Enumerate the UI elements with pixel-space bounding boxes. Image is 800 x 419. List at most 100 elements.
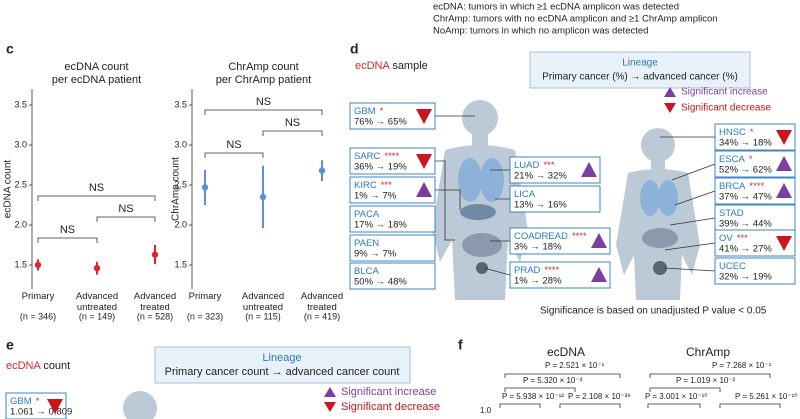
cancer-name: BLCA	[354, 266, 379, 277]
chart-title: ecDNA count	[64, 61, 128, 73]
n-label: (n = 346)	[20, 311, 56, 321]
sig-label: NS	[285, 117, 300, 129]
legend-label: Significant decrease	[341, 401, 440, 413]
box	[349, 205, 436, 233]
stars: ***	[543, 160, 554, 171]
title-word: count	[43, 360, 70, 372]
change: 50% → 48%	[354, 277, 407, 288]
name: BLCA	[354, 266, 379, 277]
cancer-name: BRCA ****	[719, 181, 764, 192]
cancer-box: GBM *76% → 65%	[349, 102, 436, 130]
change: 13% → 16%	[514, 200, 567, 211]
change: 1% → 7%	[354, 191, 397, 202]
name: BRCA	[719, 181, 746, 192]
brackets	[499, 373, 781, 408]
decrease-icon	[47, 399, 63, 414]
cancer-box: KIRC ***1% → 7%	[349, 176, 436, 204]
decrease-icon	[416, 154, 432, 169]
box	[349, 262, 436, 290]
name: GBM	[10, 396, 32, 407]
panel-title: ecDNA count	[6, 360, 70, 372]
note: ecDNA: tumors in which ≥1 ecDNA amplicon…	[433, 2, 679, 13]
stars: *	[36, 396, 40, 407]
cancer-name: GBM *	[10, 396, 40, 407]
cancer-box: COADREAD **** 3% → 18%	[509, 227, 611, 255]
name: COADREAD	[514, 231, 568, 242]
cancer-name: LUAD ***	[514, 160, 555, 171]
lineage-text: Primary cancer (%) → advanced cancer (%)	[542, 72, 738, 83]
name: ESCA	[719, 154, 746, 165]
change: 21% → 32%	[514, 171, 567, 182]
name: KIRC	[354, 180, 377, 191]
point	[34, 261, 42, 269]
y-tick-label: 2.5	[174, 179, 187, 189]
legend-label: Significant increase	[681, 87, 768, 98]
cancer-name: LICA	[514, 189, 536, 200]
chart-title: per ecDNA patient	[52, 74, 141, 86]
lineage-text: Primary cancer count → advanced cancer c…	[165, 366, 400, 378]
decrease-icon	[324, 402, 336, 412]
change: 34% → 18%	[719, 138, 772, 149]
stars: ***	[381, 180, 392, 191]
sig-bracket	[204, 109, 323, 115]
cancer-name: PACA	[354, 209, 380, 220]
panel-label: d	[350, 41, 359, 57]
sig-bracket	[37, 195, 156, 201]
y-tick-label: 3.5	[14, 99, 27, 109]
chart-title: per ChrAmp patient	[216, 74, 311, 86]
name: PACA	[354, 209, 380, 220]
sig-label: NS	[60, 224, 75, 236]
x-tick-label: Advanced untreated	[75, 291, 119, 313]
footnote: Significance is based on unadjusted P va…	[540, 306, 767, 317]
change: 39% → 44%	[719, 219, 772, 230]
cancer-name: STAD	[719, 208, 744, 219]
n-label: (n = 528)	[137, 311, 173, 321]
cancer-box: HNSC *34% → 18%	[714, 123, 796, 151]
stars: *	[749, 154, 753, 165]
increase-icon	[776, 183, 792, 198]
change: 52% → 62%	[719, 165, 772, 176]
cancer-box: ESCA *52% → 62%	[714, 150, 796, 178]
cancer-name: PRAD ****	[514, 265, 559, 276]
stars: ****	[749, 181, 764, 192]
stars: *	[380, 106, 384, 117]
increase-icon	[581, 162, 597, 177]
change: 1% → 28%	[514, 276, 562, 287]
name: GBM	[354, 106, 376, 117]
n-label: (n = 419)	[304, 311, 340, 321]
sig-bracket	[96, 216, 156, 222]
decrease-icon	[776, 236, 792, 251]
lineage-box	[529, 51, 751, 89]
cancer-name: ESCA *	[719, 154, 753, 165]
name: SARC	[354, 151, 381, 162]
legend-label: Significant decrease	[681, 103, 771, 114]
increase-icon	[324, 387, 336, 397]
point	[151, 251, 159, 258]
lineage-box	[154, 346, 411, 384]
sig-bracket	[37, 237, 98, 243]
name: OV	[719, 233, 733, 244]
increase-icon	[776, 156, 792, 171]
decrease-icon	[776, 130, 792, 145]
change: 1.061 → 0.809	[10, 407, 72, 418]
p-value: P = 1.019 × 10⁻²	[676, 376, 736, 385]
increase-icon	[591, 233, 607, 248]
change: 9% → 7%	[354, 249, 397, 260]
name: PRAD	[514, 265, 541, 276]
change: 41% → 27%	[719, 244, 772, 255]
sample-label: ecDNA sample	[355, 60, 428, 72]
cancer-name: OV ***	[719, 233, 748, 244]
cancer-name: GBM *	[354, 106, 384, 117]
box	[509, 227, 611, 255]
change: 32% → 19%	[719, 272, 772, 283]
increase-icon	[416, 182, 432, 197]
point	[259, 193, 267, 201]
lineage-title: Lineage	[262, 352, 301, 364]
cancer-box: OV ***41% → 27%	[714, 229, 796, 257]
y-tick-label: 3.5	[174, 99, 187, 109]
chart-title: ChrAmp count	[228, 61, 298, 73]
name: STAD	[719, 208, 744, 219]
